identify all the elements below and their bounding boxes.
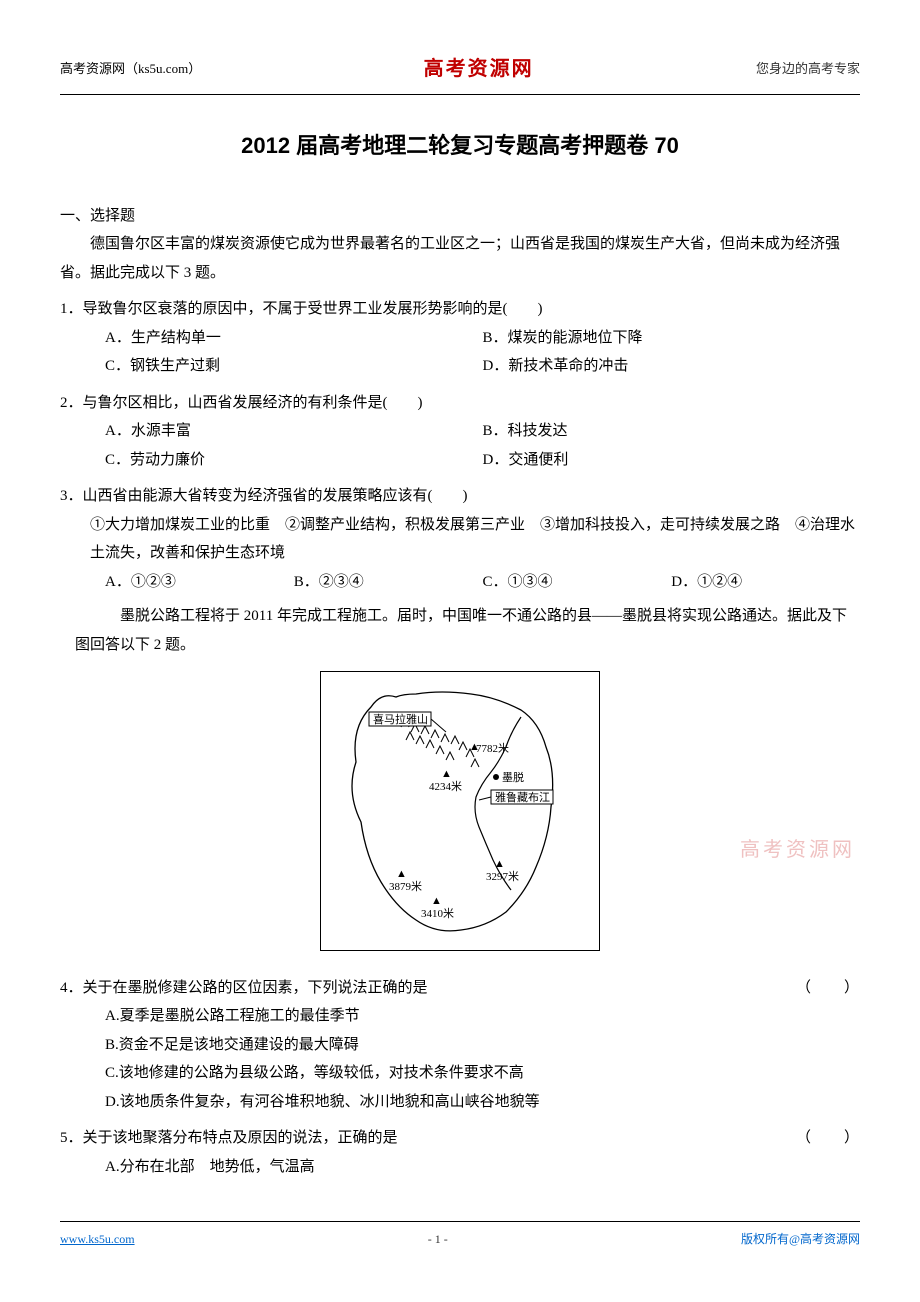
header-right: 您身边的高考专家 [756,57,860,82]
q5-option-a: A.分布在北部 地势低，气温高 [60,1153,860,1182]
q4-option-d: D.该地质条件复杂，有河谷堆积地貌、冰川地貌和高山峡谷地貌等 [60,1088,860,1117]
q3-option-b: B．②③④ [294,568,483,597]
label-4234: 4234米 [429,780,462,793]
question-2-options: A．水源丰富 B．科技发达 C．劳动力廉价 D．交通便利 [60,417,860,474]
q4-option-a: A.夏季是墨脱公路工程施工的最佳季节 [60,1002,860,1031]
q3-option-a: A．①②③ [105,568,294,597]
q2-option-a: A．水源丰富 [105,417,483,446]
q1-option-d: D．新技术革命的冲击 [483,352,861,381]
intro-paragraph-1: 德国鲁尔区丰富的煤炭资源使它成为世界最著名的工业区之一；山西省是我国的煤炭生产大… [60,230,860,287]
intro-paragraph-2: 墨脱公路工程将于 2011 年完成工程施工。届时，中国唯一不通公路的县——墨脱县… [60,602,860,659]
page-title: 2012 届高考地理二轮复习专题高考押题卷 70 [60,125,860,167]
question-1-stem: 1．导致鲁尔区衰落的原因中，不属于受世界工业发展形势影响的是( ) [60,295,860,324]
himalaya-leader [431,719,446,732]
motuo-label: 墨脱 [502,770,524,784]
q1-option-a: A．生产结构单一 [105,324,483,353]
question-5-paren: （ ） [796,1124,860,1153]
question-4-stem: 4．关于在墨脱修建公路的区位因素，下列说法正确的是 [60,974,428,1003]
q2-option-b: B．科技发达 [483,417,861,446]
peak-4234: ▲ [441,768,452,780]
question-1-options: A．生产结构单一 B．煤炭的能源地位下降 C．钢铁生产过剩 D．新技术革命的冲击 [60,324,860,381]
page-footer: www.ks5u.com - 1 - 版权所有@高考资源网 [60,1221,860,1251]
header-center-logo: 高考资源网 [424,50,534,88]
page-header: 高考资源网（ks5u.com） 高考资源网 您身边的高考专家 [60,50,860,95]
map-figure: 喜马拉雅山 雅鲁藏布江 ▲ 7782米 ▲ 4234米 墨脱 ▲ 3879米 ▲… [60,671,860,962]
question-5-stem: 5．关于该地聚落分布特点及原因的说法，正确的是 [60,1124,398,1153]
q3-option-d: D．①②④ [671,568,860,597]
question-2: 2．与鲁尔区相比，山西省发展经济的有利条件是( ) A．水源丰富 B．科技发达 … [60,389,860,475]
q4-option-c: C.该地修建的公路为县级公路，等级较低，对技术条件要求不高 [60,1059,860,1088]
q1-option-b: B．煤炭的能源地位下降 [483,324,861,353]
question-5: 5．关于该地聚落分布特点及原因的说法，正确的是 （ ） A.分布在北部 地势低，… [60,1124,860,1181]
question-4-paren: （ ） [796,974,860,1003]
question-3: 3．山西省由能源大省转变为经济强省的发展策略应该有( ) ①大力增加煤炭工业的比… [60,482,860,596]
label-3410: 3410米 [421,907,454,920]
peak-3879: ▲ [396,868,407,880]
yarlung-leader [479,797,491,800]
q1-option-c: C．钢铁生产过剩 [105,352,483,381]
question-4: 4．关于在墨脱修建公路的区位因素，下列说法正确的是 （ ） A.夏季是墨脱公路工… [60,974,860,1117]
question-2-stem: 2．与鲁尔区相比，山西省发展经济的有利条件是( ) [60,389,860,418]
map-region-outline [352,692,553,931]
footer-copyright: 版权所有@高考资源网 [741,1228,860,1251]
yarlung-label: 雅鲁藏布江 [495,790,550,804]
label-3297: 3297米 [486,870,519,883]
map-svg: 喜马拉雅山 雅鲁藏布江 ▲ 7782米 ▲ 4234米 墨脱 ▲ 3879米 ▲… [320,671,600,951]
watermark-text: 高考资源网 [740,831,855,869]
q2-option-c: C．劳动力廉价 [105,446,483,475]
q4-option-b: B.资金不足是该地交通建设的最大障碍 [60,1031,860,1060]
label-3879: 3879米 [389,880,422,893]
himalaya-label: 喜马拉雅山 [373,712,428,726]
motuo-dot-icon [493,774,499,780]
question-1: 1．导致鲁尔区衰落的原因中，不属于受世界工业发展形势影响的是( ) A．生产结构… [60,295,860,381]
header-left: 高考资源网（ks5u.com） [60,57,201,82]
peak-3297: ▲ [494,858,505,870]
peak-3410: ▲ [431,895,442,907]
question-3-options: A．①②③ B．②③④ C．①③④ D．①②④ [60,568,860,597]
section-heading: 一、选择题 [60,202,860,231]
question-3-items: ①大力增加煤炭工业的比重 ②调整产业结构，积极发展第三产业 ③增加科技投入，走可… [60,511,860,568]
q2-option-d: D．交通便利 [483,446,861,475]
q3-option-c: C．①③④ [483,568,672,597]
question-3-stem: 3．山西省由能源大省转变为经济强省的发展策略应该有( ) [60,482,860,511]
label-7782: 7782米 [476,742,509,755]
footer-page-number: - 1 - [428,1228,448,1251]
footer-url: www.ks5u.com [60,1228,135,1251]
